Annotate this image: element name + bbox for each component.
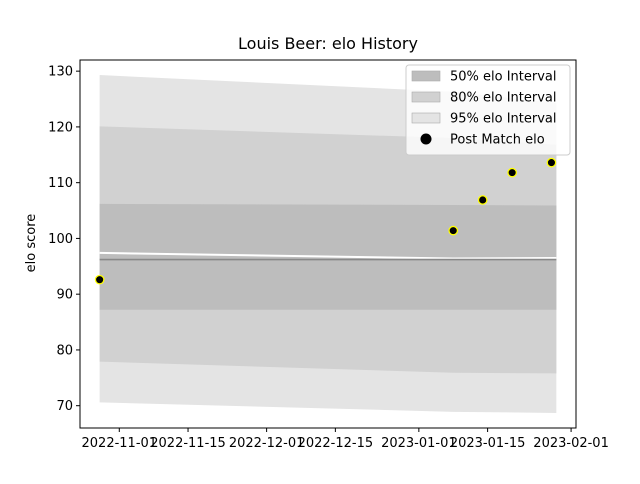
legend-swatch (411, 70, 441, 82)
y-tick-label: 90 (56, 288, 73, 303)
y-tick-label: 100 (48, 232, 73, 247)
legend-label: 50% elo Interval (450, 70, 557, 85)
legend-swatch (411, 91, 441, 103)
legend-box (405, 64, 571, 156)
legend-label: 80% elo Interval (450, 91, 557, 106)
data-point (546, 157, 557, 168)
legend-label: 95% elo Interval (450, 112, 557, 127)
y-tick-label: 80 (56, 343, 73, 358)
chart-title: Louis Beer: elo History (238, 34, 418, 53)
x-tick-label: 2022-11-01 (82, 436, 158, 451)
legend-label: Post Match elo (450, 133, 545, 148)
y-tick-label: 120 (48, 120, 73, 135)
x-tick-label: 2023-01-15 (450, 436, 526, 451)
y-tick-label: 130 (48, 65, 73, 80)
legend-marker (420, 133, 432, 145)
x-tick-label: 2022-12-01 (229, 436, 305, 451)
data-point (477, 195, 488, 205)
x-tick-label: 2022-12-15 (298, 436, 374, 451)
data-point (448, 225, 459, 236)
x-tick-label: 2022-11-15 (150, 436, 226, 451)
y-axis-label: elo score (24, 214, 39, 273)
y-tick-label: 110 (48, 176, 73, 191)
line-1 (99, 251, 557, 260)
x-tick-label: 2023-01-01 (381, 436, 457, 451)
y-tick-label: 70 (56, 399, 73, 414)
axes-frame (79, 59, 577, 429)
legend: 50% elo Interval 80% elo Interval 95% elo … (405, 64, 571, 156)
data-point (94, 274, 105, 285)
x-tick-label: 2023-02-01 (533, 436, 609, 451)
data-point (507, 167, 518, 178)
legend-swatch (411, 112, 441, 124)
